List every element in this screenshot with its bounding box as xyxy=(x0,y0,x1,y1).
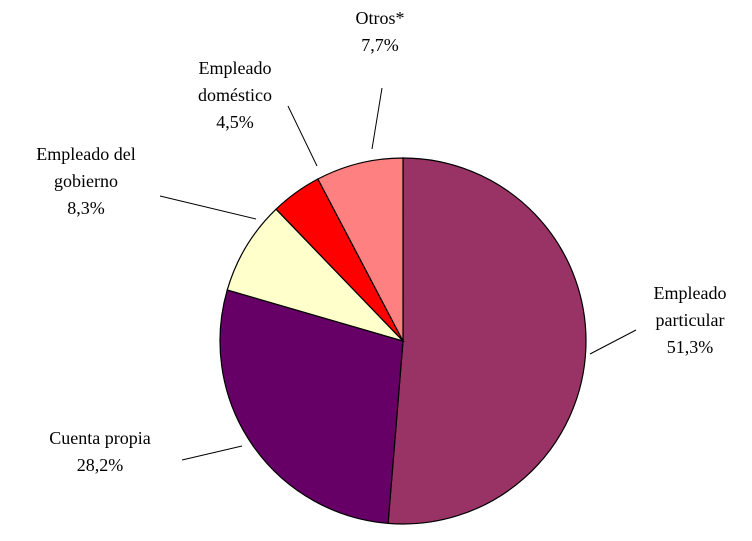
slice-label: Cuenta propia 28,2% xyxy=(15,425,185,479)
value-label: 8,3% xyxy=(67,198,105,218)
leader-line xyxy=(589,329,637,355)
pie-slice xyxy=(387,157,587,525)
slice-label: Otros* 7,7% xyxy=(340,5,420,59)
pie-slice xyxy=(226,208,405,343)
leader-line xyxy=(159,195,257,220)
slice-label: Empleado doméstico 4,5% xyxy=(176,55,294,136)
category-label: Empleado del gobierno xyxy=(36,144,136,191)
leader-line xyxy=(181,445,243,461)
leader-line xyxy=(287,105,318,167)
category-label: Cuenta propia xyxy=(49,428,151,448)
slice-label: Empleado del gobierno 8,3% xyxy=(6,141,166,222)
value-label: 51,3% xyxy=(666,337,714,357)
slice-label: Empleado particular 51,3% xyxy=(634,280,746,361)
value-label: 28,2% xyxy=(76,455,124,475)
value-label: 7,7% xyxy=(361,35,399,55)
category-label: Otros* xyxy=(355,8,405,28)
category-label: Empleado doméstico xyxy=(198,58,272,105)
category-label: Empleado particular xyxy=(653,283,727,330)
leader-line xyxy=(371,87,383,150)
pie-slice xyxy=(219,289,404,525)
value-label: 4,5% xyxy=(216,112,254,132)
pie-slice xyxy=(317,157,404,342)
